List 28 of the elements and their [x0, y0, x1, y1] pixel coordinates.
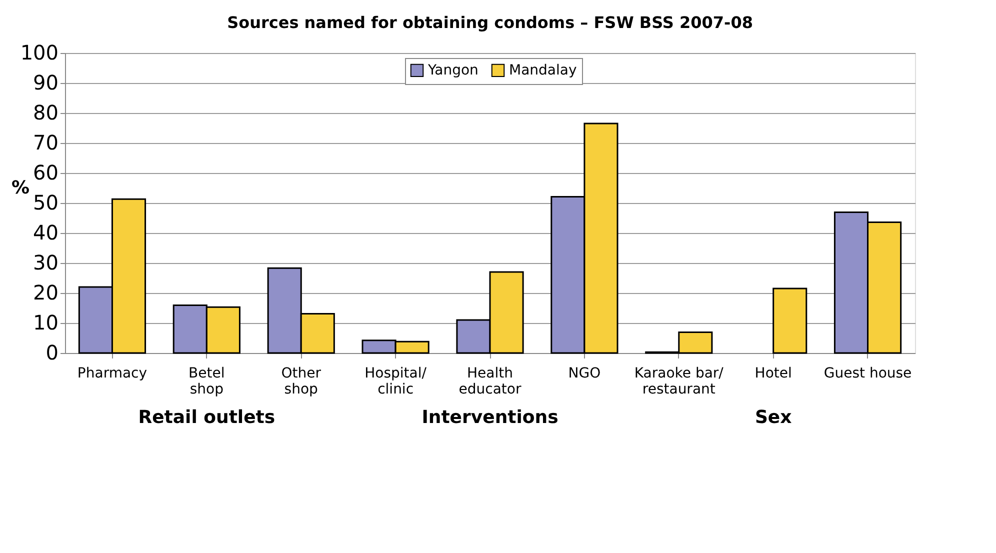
text: Retail outlets: [138, 407, 276, 428]
x-tick-label: Guest house: [824, 366, 912, 382]
x-tick-label: Hospital/ clinic: [364, 366, 427, 398]
y-axis-title: %: [11, 178, 30, 198]
x-tick-label: Betel shop: [188, 366, 225, 398]
y-tick-label: 0: [46, 340, 58, 364]
y-tick-label: 10: [33, 310, 58, 334]
y-tick-label: 50: [33, 190, 58, 214]
x-tick-label: Pharmacy: [77, 366, 148, 382]
y-tick-label: 100: [20, 40, 58, 64]
legend-label: Mandalay: [509, 62, 577, 78]
chart-title: Sources named for obtaining condoms – FSW BSS 2007-08: [227, 13, 753, 32]
y-tick-label: 70: [33, 130, 58, 154]
x-tick-label: Other shop: [281, 366, 322, 398]
x-tick-label: Karaoke bar/ restaurant: [634, 366, 724, 398]
x-tick-label: Hotel: [754, 366, 792, 382]
y-tick-label: 20: [33, 280, 58, 304]
y-tick-label: 60: [33, 160, 58, 184]
text: Interventions: [422, 407, 558, 428]
legend-label: Yangon: [427, 62, 478, 78]
x-tick-label: NGO: [568, 366, 601, 382]
y-tick-label: 80: [33, 100, 58, 124]
text: Sex: [754, 407, 792, 428]
y-tick-label: 30: [33, 250, 58, 274]
bar: [772, 288, 808, 354]
y-tick-label: 90: [33, 70, 58, 94]
x-tick-label: Health educator: [458, 366, 522, 398]
y-tick-label: 40: [33, 220, 58, 244]
